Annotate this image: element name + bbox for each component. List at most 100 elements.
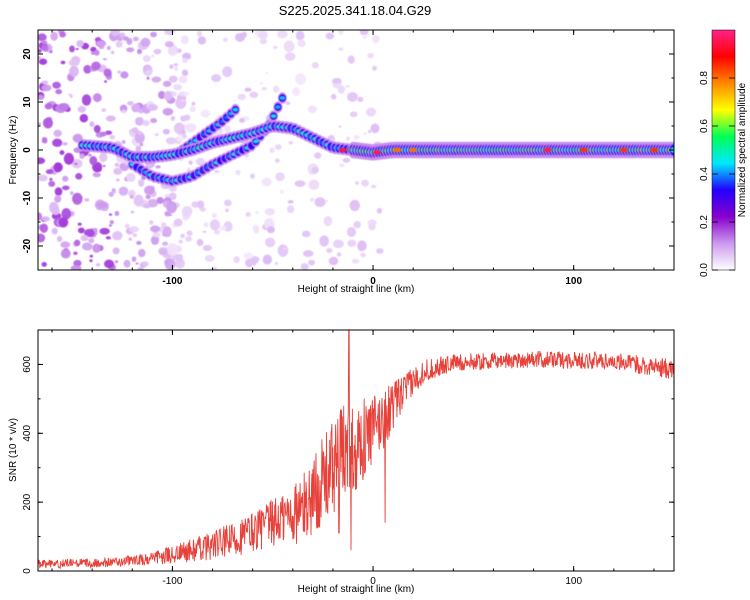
noise-speckle: [134, 132, 145, 144]
noise-speckle: [183, 91, 190, 96]
noise-speckle: [347, 239, 357, 247]
noise-speckle: [102, 58, 107, 61]
noise-speckle: [250, 258, 258, 265]
y-tick-label: 200: [22, 493, 33, 510]
noise-speckle: [191, 101, 196, 106]
noise-speckle: [84, 198, 90, 202]
noise-speckle: [117, 70, 122, 74]
noise-speckle: [38, 58, 48, 65]
noise-speckle: [319, 235, 329, 247]
noise-speckle: [41, 262, 47, 267]
noise-speckle: [307, 105, 318, 114]
noise-speckle: [39, 223, 49, 233]
noise-speckle: [337, 85, 346, 94]
noise-speckle: [128, 226, 140, 233]
noise-speckle: [308, 259, 316, 266]
noise-speckle: [360, 252, 366, 258]
noise-speckle: [191, 201, 200, 208]
noise-speckle: [123, 259, 131, 268]
noise-speckle: [274, 262, 278, 265]
noise-speckle: [174, 258, 185, 269]
noise-speckle: [83, 228, 95, 238]
noise-speckle: [185, 236, 192, 242]
snr-series-line: [38, 330, 674, 570]
noise-speckle: [244, 87, 252, 92]
noise-speckle: [129, 194, 134, 199]
noise-speckle: [136, 48, 143, 55]
y-tick-label: 0: [22, 147, 33, 153]
noise-speckle: [338, 47, 344, 51]
noise-speckle: [135, 262, 139, 265]
noise-speckle: [41, 44, 49, 52]
noise-speckle: [361, 180, 369, 187]
noise-speckle: [297, 39, 306, 47]
noise-speckle: [70, 265, 82, 270]
noise-speckle: [69, 45, 75, 53]
noise-speckle: [176, 254, 184, 262]
noise-speckle: [285, 101, 291, 105]
noise-speckle: [180, 129, 186, 135]
noise-speckle: [314, 152, 322, 159]
noise-speckle: [109, 134, 115, 140]
noise-speckle: [294, 180, 306, 187]
noise-speckle: [211, 212, 217, 219]
noise-speckle: [323, 215, 333, 227]
noise-speckle: [150, 31, 157, 38]
noise-speckle: [92, 93, 102, 103]
noise-speckle: [99, 152, 108, 163]
noise-speckle: [262, 254, 273, 265]
noise-speckle: [174, 66, 179, 72]
noise-speckle: [150, 235, 160, 246]
noise-speckle: [104, 80, 108, 83]
noise-speckle: [225, 208, 229, 213]
noise-speckle: [89, 156, 98, 166]
noise-speckle: [311, 166, 319, 174]
noise-speckle: [139, 142, 144, 147]
colorbar-ticks: 0.0 0.2 0.4 0.6 0.8: [699, 71, 735, 277]
noise-speckle: [75, 48, 79, 51]
noise-speckle: [138, 248, 146, 258]
noise-speckle: [137, 130, 143, 136]
noise-speckle: [177, 48, 182, 54]
noise-speckle: [338, 125, 342, 128]
noise-speckle: [77, 105, 87, 113]
colorbar-tick-label: 0.2: [699, 215, 710, 229]
noise-speckle: [170, 115, 176, 121]
noise-speckle: [370, 184, 377, 189]
noise-speckle: [91, 61, 101, 71]
noise-speckle: [135, 145, 142, 153]
noise-speckle: [76, 39, 84, 48]
noise-speckle: [350, 111, 356, 117]
y-tick-label: -10: [22, 190, 33, 205]
high-amplitude-point: [619, 147, 628, 153]
noise-speckle: [130, 210, 135, 214]
noise-speckle: [351, 258, 360, 264]
noise-speckle: [134, 116, 144, 126]
noise-speckle: [121, 139, 126, 145]
noise-speckle: [279, 189, 284, 195]
noise-speckle: [162, 226, 172, 238]
noise-speckle: [77, 222, 82, 226]
noise-speckle: [38, 56, 42, 60]
noise-speckle: [156, 197, 164, 204]
upper-track-core: [232, 107, 239, 112]
noise-speckle: [158, 90, 166, 100]
noise-speckle: [336, 252, 342, 257]
noise-speckle: [359, 30, 369, 36]
colorbar-tick-label: 0.0: [699, 263, 710, 277]
noise-speckle: [38, 174, 48, 182]
y-tick-label: -20: [22, 238, 33, 253]
noise-speckle: [168, 214, 173, 217]
noise-speckle: [144, 185, 155, 195]
noise-speckle: [132, 233, 138, 238]
noise-speckle: [345, 85, 350, 88]
high-amplitude-point: [543, 147, 552, 153]
noise-speckle: [376, 248, 384, 254]
noise-speckle: [115, 40, 123, 48]
noise-speckle: [277, 244, 289, 257]
noise-speckle: [164, 41, 174, 48]
snr-y-axis-label: SNR (10 * v/v): [8, 418, 19, 482]
noise-speckle: [173, 84, 183, 91]
noise-speckle: [94, 49, 100, 56]
